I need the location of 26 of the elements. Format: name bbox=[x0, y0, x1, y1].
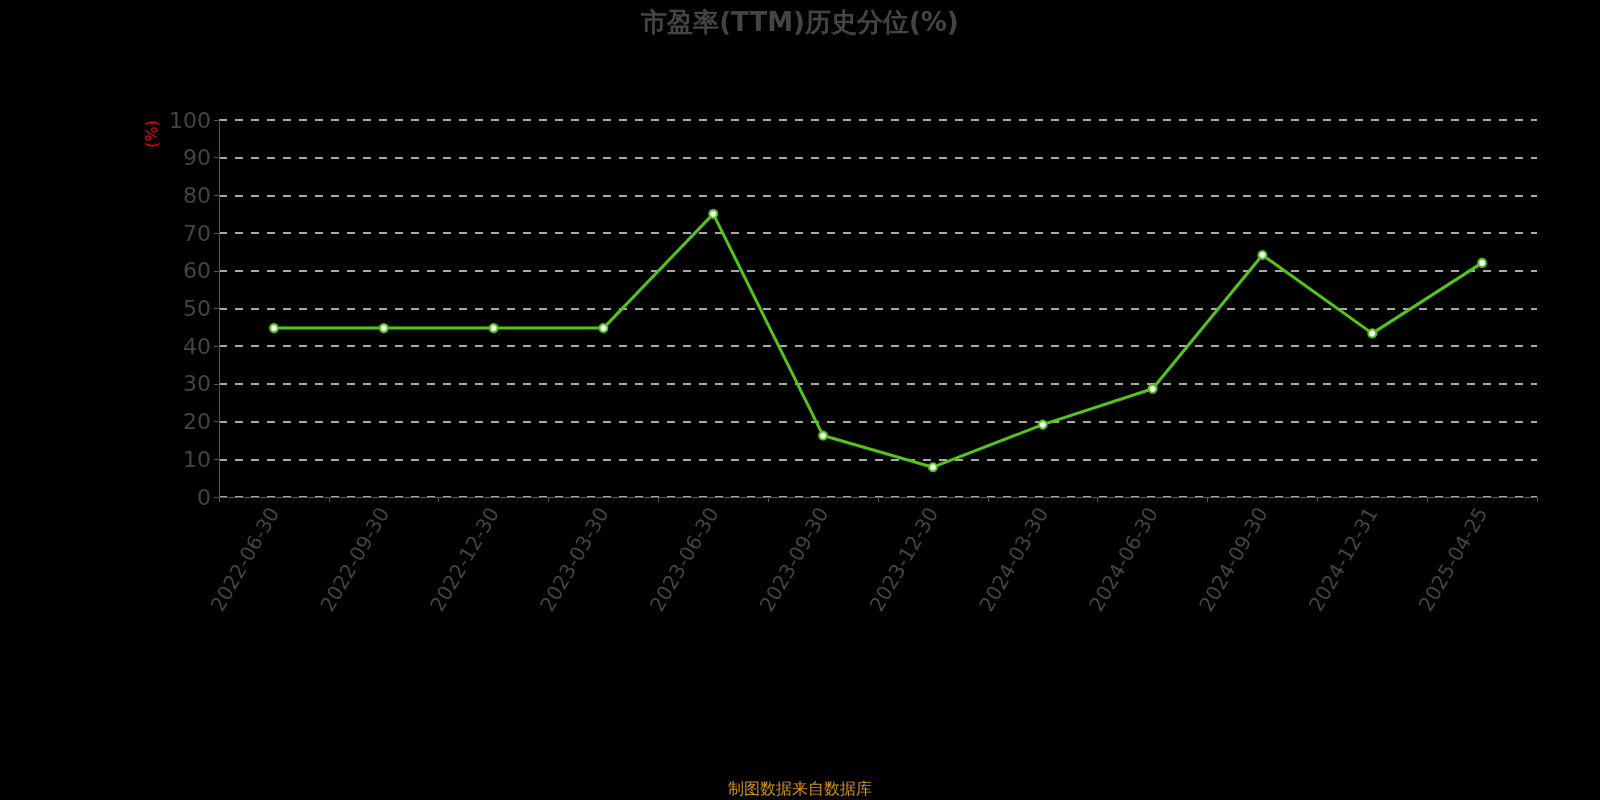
y-tick-label: 90 bbox=[183, 145, 211, 171]
point bbox=[927, 462, 938, 473]
point bbox=[1037, 419, 1048, 430]
y-tick-label: 50 bbox=[183, 296, 211, 321]
y-tick-label: 60 bbox=[183, 258, 211, 284]
point bbox=[488, 323, 499, 334]
point bbox=[708, 208, 719, 219]
point bbox=[268, 323, 279, 334]
y-tick-label: 0 bbox=[197, 484, 211, 510]
y-tick-label: 20 bbox=[183, 409, 211, 435]
point bbox=[1257, 249, 1268, 260]
point bbox=[818, 430, 829, 441]
y-tick-label: 30 bbox=[183, 371, 211, 397]
chart-title: 市盈率(TTM)历史分位(%) bbox=[640, 7, 959, 37]
point bbox=[598, 323, 609, 334]
point bbox=[378, 323, 389, 334]
y-tick-label: 100 bbox=[169, 107, 211, 133]
point bbox=[1477, 257, 1488, 268]
y-axis-title: (%) bbox=[141, 120, 161, 148]
text: 制图数据来自数据库 bbox=[728, 778, 872, 798]
point bbox=[1367, 328, 1378, 339]
y-tick-label: 40 bbox=[183, 333, 211, 359]
y-tick-label: 70 bbox=[183, 220, 211, 246]
point bbox=[1147, 383, 1158, 394]
y-tick-label: 10 bbox=[183, 446, 211, 472]
y-tick-label: 80 bbox=[183, 182, 211, 208]
